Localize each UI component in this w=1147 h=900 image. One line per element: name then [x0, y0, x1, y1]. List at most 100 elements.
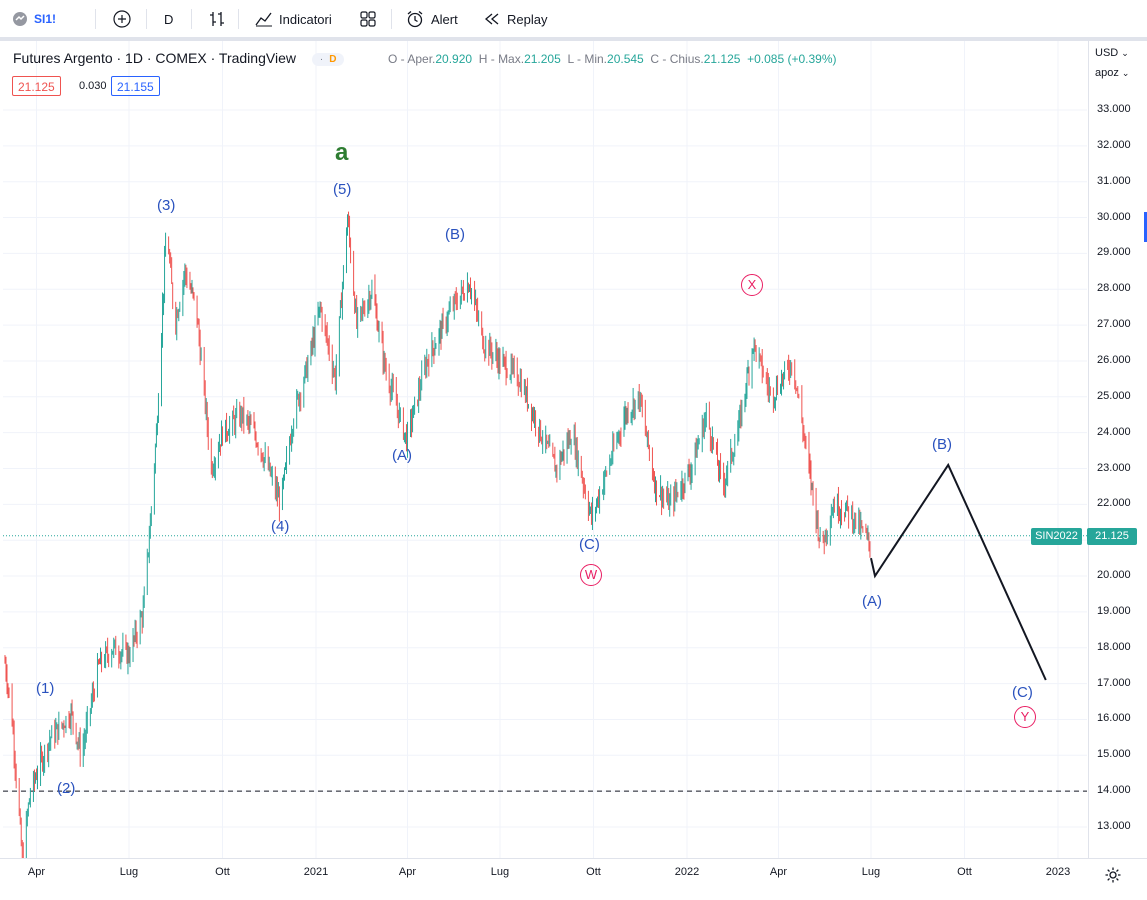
grid-icon — [360, 11, 376, 27]
ohlc-values: O - Aper.20.920 H - Max.21.205 L - Min.2… — [388, 52, 837, 66]
scroll-handle[interactable] — [1144, 212, 1147, 242]
wave-circle-X: X — [741, 274, 763, 296]
close-value: 21.125 — [703, 52, 741, 66]
time-axis[interactable]: Apr Lug Ott 2021 Apr Lug Ott 2022 Apr Lug Ott 2023 — [0, 858, 1147, 900]
time-tick-label: Ott — [215, 866, 230, 878]
wave-circle-W: W — [580, 564, 602, 586]
buy-price-box[interactable]: 21.155 — [111, 76, 160, 96]
wave-label-3: (3) — [157, 197, 176, 214]
low-label: L - Min. — [567, 52, 608, 66]
price-axis[interactable]: USD ⌄ apoz ⌄ 33.000 32.000 31.000 30.000 29.… — [1088, 41, 1147, 858]
symbol-label: SI1! — [34, 12, 57, 26]
price-tick-label: 27.000 — [1097, 318, 1131, 331]
last-symbol-tag: SIN2022 — [1031, 528, 1082, 545]
price-tick-label: 28.000 — [1097, 282, 1131, 295]
plus-circle-icon — [113, 10, 131, 28]
toolbar-divider — [146, 9, 147, 29]
spread-value: 0.030 — [79, 80, 107, 92]
last-price-tag: 21.125 — [1087, 528, 1137, 545]
high-label: H - Max. — [478, 52, 525, 66]
price-tick-label: 29.000 — [1097, 246, 1131, 259]
price-tick-label: 15.000 — [1097, 748, 1131, 761]
price-tick-label: 24.000 — [1097, 425, 1131, 438]
chart-frame — [0, 38, 1147, 899]
settings-button[interactable] — [1104, 866, 1122, 889]
badge-dot: · — [319, 53, 324, 65]
toolbar-divider — [238, 9, 239, 29]
price-tick-label: 20.000 — [1097, 569, 1131, 582]
replay-label: Replay — [507, 11, 548, 27]
price-tick-label: 30.000 — [1097, 210, 1131, 223]
change-value: +0.085 (+0.39%) — [747, 52, 837, 66]
wave-label-C1: (C) — [579, 536, 600, 553]
currency-select[interactable]: USD ⌄ — [1095, 47, 1129, 59]
symbol-search[interactable]: SI1! — [12, 0, 56, 38]
low-value: 20.545 — [607, 52, 644, 66]
price-tick-label: 25.000 — [1097, 389, 1131, 402]
indicators-button[interactable]: Indicatori — [254, 0, 332, 38]
templates-button[interactable] — [359, 0, 377, 38]
time-tick-label: Apr — [769, 866, 788, 878]
wave-label-B2: (B) — [932, 436, 952, 453]
top-toolbar: SI1! D Indicatori Alert Replay — [0, 0, 1147, 38]
price-tick-label: 22.000 — [1097, 497, 1131, 510]
bars-chart-icon — [210, 12, 224, 26]
time-tick-label: Lug — [119, 866, 139, 878]
indicators-label: Indicatori — [279, 11, 332, 27]
alarm-clock-icon — [407, 11, 423, 28]
unit-label: apoz — [1095, 67, 1119, 79]
time-tick-label: Apr — [27, 866, 46, 878]
price-tick-label: 14.000 — [1097, 784, 1131, 797]
time-tick-label: Apr — [398, 866, 417, 878]
wave-circle-Y: Y — [1014, 706, 1036, 728]
wave-label-A1: (A) — [392, 447, 412, 464]
symbol-logo-icon — [13, 12, 27, 26]
wave-label-B1: (B) — [445, 226, 465, 243]
time-tick-label: 2021 — [303, 866, 329, 878]
alert-button[interactable]: Alert — [405, 0, 458, 38]
currency-label: USD — [1095, 47, 1119, 59]
close-label: C - Chius. — [650, 52, 704, 66]
compare-button[interactable] — [112, 0, 132, 38]
wave-label-Y: Y — [1020, 709, 1030, 724]
time-tick-label: Ott — [957, 866, 972, 878]
open-label: O - Aper. — [388, 52, 436, 66]
gear-icon — [1105, 867, 1121, 883]
wave-label-1: (1) — [36, 680, 55, 697]
interval-button[interactable]: D — [164, 0, 173, 38]
chart-legend: Futures Argento · 1D · COMEX · TradingVi… — [13, 50, 345, 66]
time-tick-label: 2023 — [1045, 866, 1071, 878]
sell-price-box[interactable]: 21.125 — [12, 76, 61, 96]
chevron-down-icon: ⌄ — [1121, 68, 1130, 78]
wave-label-A2: (A) — [862, 593, 882, 610]
price-tick-label: 13.000 — [1097, 820, 1131, 832]
replay-button[interactable]: Replay — [483, 0, 547, 38]
market-status-badge[interactable]: · D — [311, 52, 345, 66]
price-tick-label: 18.000 — [1097, 640, 1131, 653]
interval-label: D — [164, 11, 174, 27]
wave-label-C2: (C) — [1012, 684, 1033, 701]
price-tick-label: 26.000 — [1097, 353, 1131, 366]
alert-label: Alert — [431, 11, 458, 27]
wave-label-4: (4) — [271, 518, 290, 535]
price-tick-label: 19.000 — [1097, 604, 1131, 617]
legend-title: Futures Argento · 1D · COMEX · TradingVi… — [13, 50, 296, 66]
time-tick-label: 2022 — [674, 866, 700, 878]
price-tick-label: 16.000 — [1097, 712, 1131, 725]
high-value: 21.205 — [524, 52, 561, 66]
wave-label-W: W — [584, 567, 598, 582]
toolbar-divider — [191, 9, 192, 29]
price-tick-label: 23.000 — [1097, 461, 1131, 474]
price-tick-label: 17.000 — [1097, 676, 1131, 689]
wave-projection-line — [870, 462, 1047, 681]
time-tick-label: Lug — [490, 866, 510, 878]
price-tick-label: 32.000 — [1097, 138, 1131, 151]
price-tick-label: 33.000 — [1097, 103, 1131, 115]
chart-type-button[interactable] — [208, 0, 226, 38]
rewind-icon — [484, 13, 499, 25]
toolbar-divider — [391, 9, 392, 29]
indicators-icon — [255, 12, 272, 27]
unit-select[interactable]: apoz ⌄ — [1095, 67, 1129, 79]
toolbar-divider — [95, 9, 96, 29]
